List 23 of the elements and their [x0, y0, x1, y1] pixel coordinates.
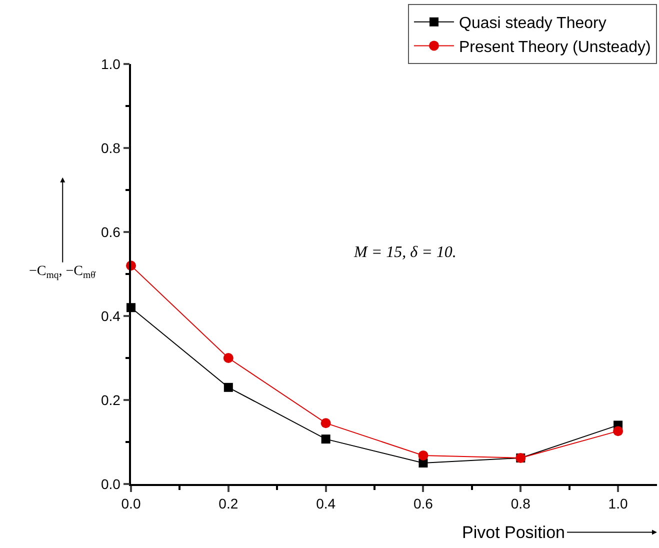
x-tick-label: 0.8 — [510, 496, 531, 512]
x-axis-title: Pivot Position — [462, 523, 565, 542]
x-tick-label: 0.2 — [218, 496, 238, 512]
point — [613, 426, 624, 436]
x-tick-label: 0.0 — [121, 496, 141, 512]
annotation: M = 15, δ = 10. — [353, 244, 456, 261]
legend-label: Present Theory (Unsteady) — [459, 38, 651, 56]
y-tick-label: 1.0 — [100, 56, 121, 72]
x-tick-label: 1.0 — [608, 496, 628, 512]
legend-label: Quasi steady Theory — [459, 15, 606, 32]
y-tick-label: 0.4 — [100, 308, 121, 324]
point — [224, 382, 233, 392]
y-tick-label: 0.6 — [100, 224, 121, 240]
point — [223, 353, 234, 363]
point — [321, 434, 330, 444]
x-tick-label: 0.4 — [316, 496, 336, 512]
y-tick-label: 0.8 — [100, 140, 121, 156]
point — [320, 418, 331, 428]
point — [418, 450, 428, 460]
y-tick-label: 0.2 — [100, 392, 121, 408]
x-tick-label: 0.6 — [413, 496, 434, 512]
y-tick-label: 0.0 — [100, 476, 121, 492]
y-axis-title: −C$_{mq}$, −C$_{mθ̇}$ — [29, 264, 96, 281]
